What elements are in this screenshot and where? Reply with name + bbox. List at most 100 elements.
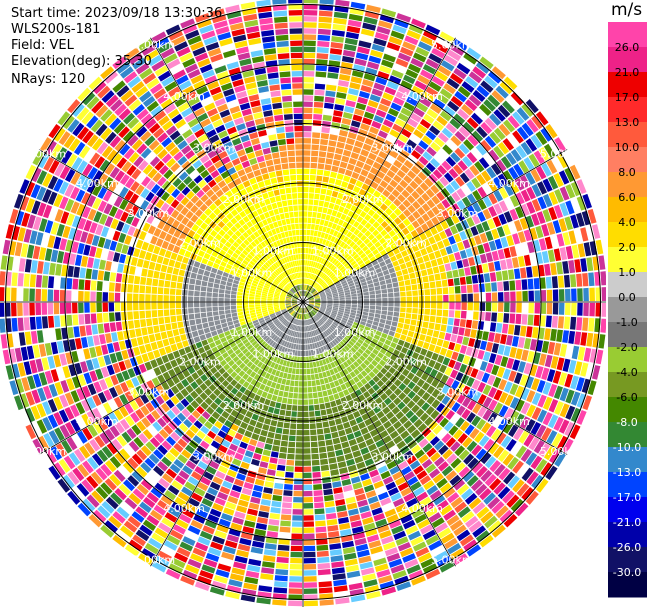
velocity-cell (414, 235, 422, 244)
velocity-cell (286, 296, 292, 299)
velocity-cell (379, 14, 395, 24)
velocity-cell (357, 326, 364, 332)
velocity-cell (539, 315, 546, 327)
velocity-cell (124, 190, 134, 201)
velocity-cell (497, 312, 504, 323)
velocity-cell (254, 275, 261, 280)
velocity-cell (462, 355, 471, 365)
velocity-cell (170, 359, 178, 368)
velocity-cell (346, 570, 361, 579)
velocity-cell (138, 363, 147, 374)
velocity-cell (292, 337, 296, 343)
velocity-cell (456, 241, 465, 251)
velocity-cell (142, 335, 150, 344)
velocity-cell (462, 121, 475, 134)
velocity-cell (337, 334, 344, 341)
velocity-cell (530, 134, 543, 149)
velocity-cell (528, 436, 540, 451)
velocity-cell (162, 371, 171, 381)
velocity-cell (344, 106, 355, 114)
velocity-cell (465, 76, 479, 89)
velocity-cell (323, 285, 329, 290)
velocity-cell (387, 107, 399, 117)
velocity-cell (335, 98, 346, 105)
velocity-cell (165, 468, 177, 479)
velocity-cell (185, 503, 198, 513)
velocity-cell (357, 373, 364, 381)
velocity-cell (87, 383, 97, 396)
velocity-cell (525, 99, 539, 114)
velocity-cell (317, 334, 322, 341)
velocity-cell (313, 490, 323, 497)
velocity-cell (333, 279, 340, 284)
velocity-cell (375, 330, 382, 337)
velocity-cell (343, 313, 350, 317)
velocity-cell (252, 280, 259, 285)
velocity-cell (375, 309, 382, 315)
velocity-cell (484, 75, 498, 89)
velocity-cell (303, 272, 305, 278)
velocity-cell (537, 181, 548, 195)
velocity-cell (411, 85, 424, 96)
velocity-cell (71, 103, 85, 118)
velocity-cell (265, 437, 274, 445)
velocity-cell (364, 214, 372, 222)
velocity-cell (450, 334, 458, 343)
velocity-cell (423, 282, 430, 289)
velocity-cell (527, 350, 535, 363)
velocity-cell (212, 262, 220, 269)
velocity-cell (324, 260, 330, 267)
velocity-cell (484, 456, 497, 469)
velocity-cell (329, 284, 335, 289)
velocity-cell (294, 293, 299, 298)
velocity-cell (35, 231, 44, 246)
velocity-cell (431, 75, 445, 87)
velocity-cell (219, 486, 231, 495)
velocity-cell (307, 313, 311, 319)
velocity-cell (582, 273, 589, 287)
velocity-cell (466, 181, 476, 192)
velocity-cell (323, 170, 331, 177)
velocity-cell (303, 58, 315, 65)
velocity-cell (352, 114, 363, 122)
velocity-cell (219, 249, 227, 257)
velocity-cell (492, 176, 503, 189)
velocity-cell (364, 585, 380, 594)
velocity-cell (224, 294, 231, 298)
velocity-cell (407, 424, 417, 434)
velocity-cell (327, 297, 333, 300)
velocity-cell (248, 302, 255, 305)
velocity-cell (209, 255, 216, 263)
velocity-cell (313, 230, 318, 237)
velocity-cell (589, 287, 595, 302)
velocity-cell (440, 60, 455, 72)
velocity-cell (303, 484, 313, 491)
velocity-cell (161, 240, 170, 250)
velocity-cell (306, 260, 310, 266)
velocity-cell (347, 464, 357, 472)
velocity-cell (416, 378, 425, 388)
velocity-cell (430, 141, 441, 152)
velocity-cell (485, 292, 492, 302)
velocity-cell (53, 236, 62, 250)
velocity-cell (362, 573, 377, 582)
velocity-cell (320, 232, 326, 239)
velocity-cell (276, 396, 283, 403)
velocity-cell (525, 376, 535, 389)
velocity-cell (361, 413, 370, 421)
velocity-cell (109, 474, 122, 487)
velocity-cell (309, 318, 313, 325)
velocity-cell (363, 111, 375, 120)
velocity-cell (285, 341, 290, 348)
velocity-cell (151, 377, 161, 387)
velocity-cell (482, 396, 493, 408)
velocity-cell (91, 138, 104, 151)
velocity-cell (437, 302, 443, 309)
velocity-cell (294, 478, 303, 485)
velocity-cell (55, 443, 68, 457)
velocity-cell (383, 420, 392, 429)
velocity-cell (546, 430, 558, 445)
velocity-cell (65, 290, 72, 302)
velocity-cell (266, 320, 273, 325)
velocity-cell (421, 213, 430, 222)
